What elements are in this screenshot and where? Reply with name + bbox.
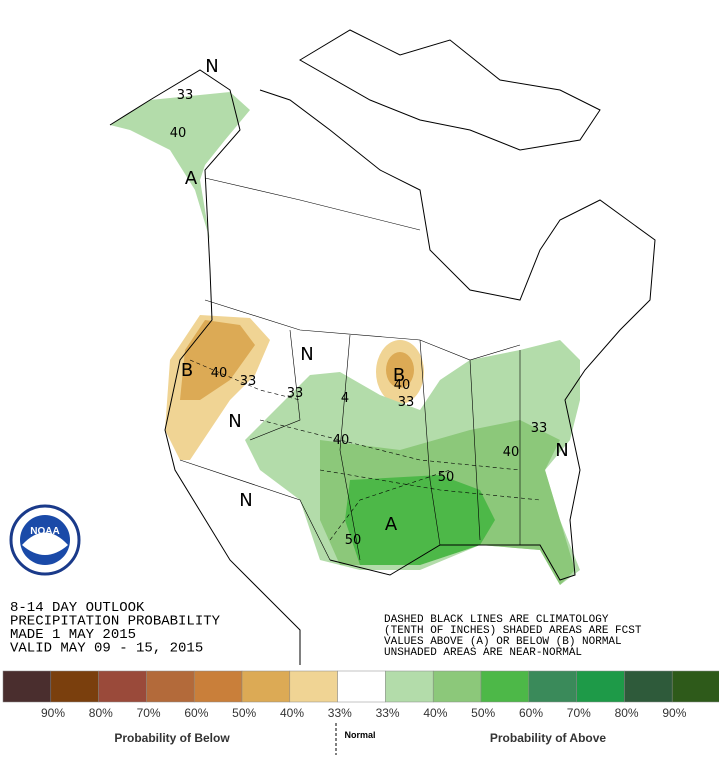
map-label: B bbox=[393, 365, 405, 386]
note-line: VALUES ABOVE (A) OR BELOW (B) NORMAL bbox=[384, 636, 622, 648]
map-label: 40 bbox=[333, 433, 350, 448]
map-label: 33 bbox=[287, 386, 304, 401]
below-label: Probability of Below bbox=[114, 731, 230, 745]
legend-swatch bbox=[241, 670, 291, 703]
legend-swatch bbox=[385, 670, 434, 703]
map-label: 33 bbox=[531, 421, 548, 436]
map-label: N bbox=[300, 344, 313, 365]
outlook-line: PRECIPITATION PROBABILITY bbox=[10, 614, 221, 630]
note-line: DASHED BLACK LINES ARE CLIMATOLOGY bbox=[384, 614, 609, 626]
map-label: 40 bbox=[211, 366, 228, 381]
legend-label: 33% bbox=[376, 706, 400, 720]
legend-label: 50% bbox=[232, 706, 256, 720]
legend-swatch bbox=[624, 670, 673, 703]
region-above-light bbox=[110, 92, 250, 240]
map-label: B bbox=[181, 360, 193, 381]
coastline bbox=[299, 29, 601, 151]
map-label: 33 bbox=[398, 395, 415, 410]
legend-label: 60% bbox=[519, 706, 543, 720]
map-label: N bbox=[228, 411, 241, 432]
map-label: 40 bbox=[170, 126, 187, 141]
legend-label: 40% bbox=[423, 706, 447, 720]
legend-swatch bbox=[98, 670, 147, 703]
logo-wave bbox=[22, 532, 68, 555]
legend-swatch bbox=[2, 670, 52, 703]
map-label: 33 bbox=[240, 374, 257, 389]
legend-swatch bbox=[146, 670, 195, 703]
map-label: N bbox=[555, 440, 568, 461]
note-line: (TENTH OF INCHES) SHADED AREAS ARE FCST bbox=[384, 625, 642, 637]
legend-swatch bbox=[671, 670, 719, 703]
legend-label: 70% bbox=[137, 706, 161, 720]
legend-label: 90% bbox=[662, 706, 686, 720]
map-label: N bbox=[239, 490, 252, 511]
legend-swatch bbox=[337, 670, 386, 703]
map-label: A bbox=[385, 514, 398, 535]
above-label: Probability of Above bbox=[490, 731, 607, 745]
region-above-dark bbox=[345, 475, 495, 565]
legend-swatch bbox=[576, 670, 625, 703]
map-label: 4 bbox=[341, 391, 349, 406]
noaa-logo: NOAA bbox=[9, 504, 81, 576]
region-below-mid bbox=[180, 320, 255, 400]
outlook-line: MADE 1 MAY 2015 bbox=[10, 627, 136, 643]
map-label: A bbox=[185, 168, 198, 189]
map-label: 40 bbox=[394, 378, 411, 393]
map-label: 50 bbox=[345, 533, 362, 548]
map-label: 40 bbox=[503, 445, 520, 460]
legend-swatch bbox=[480, 670, 530, 703]
legend-label: 33% bbox=[328, 706, 352, 720]
legend-swatch bbox=[193, 670, 243, 703]
legend-label: 80% bbox=[89, 706, 113, 720]
legend-swatch bbox=[528, 670, 577, 703]
note-line: UNSHADED AREAS ARE NEAR-NORMAL bbox=[384, 647, 582, 659]
legend-label: 70% bbox=[567, 706, 591, 720]
legend-label: 40% bbox=[280, 706, 304, 720]
outlook-line: VALID MAY 09 - 15, 2015 bbox=[10, 641, 203, 657]
coastline bbox=[109, 69, 656, 665]
map-label: 50 bbox=[438, 470, 455, 485]
legend-swatch bbox=[289, 670, 338, 703]
legend-label: 90% bbox=[41, 706, 65, 720]
legend-swatch bbox=[432, 670, 482, 703]
legend-swatch bbox=[50, 670, 99, 703]
region-below-mid bbox=[386, 352, 414, 388]
map-label: N bbox=[205, 56, 218, 77]
outlook-line: 8-14 DAY OUTLOOK bbox=[10, 600, 145, 616]
map-label: 33 bbox=[177, 88, 194, 103]
logo-text: NOAA bbox=[30, 526, 59, 537]
legend-label: 50% bbox=[471, 706, 495, 720]
border bbox=[179, 177, 521, 561]
legend-label: 80% bbox=[615, 706, 639, 720]
normal-label: Normal bbox=[344, 730, 375, 740]
legend-label: 60% bbox=[184, 706, 208, 720]
